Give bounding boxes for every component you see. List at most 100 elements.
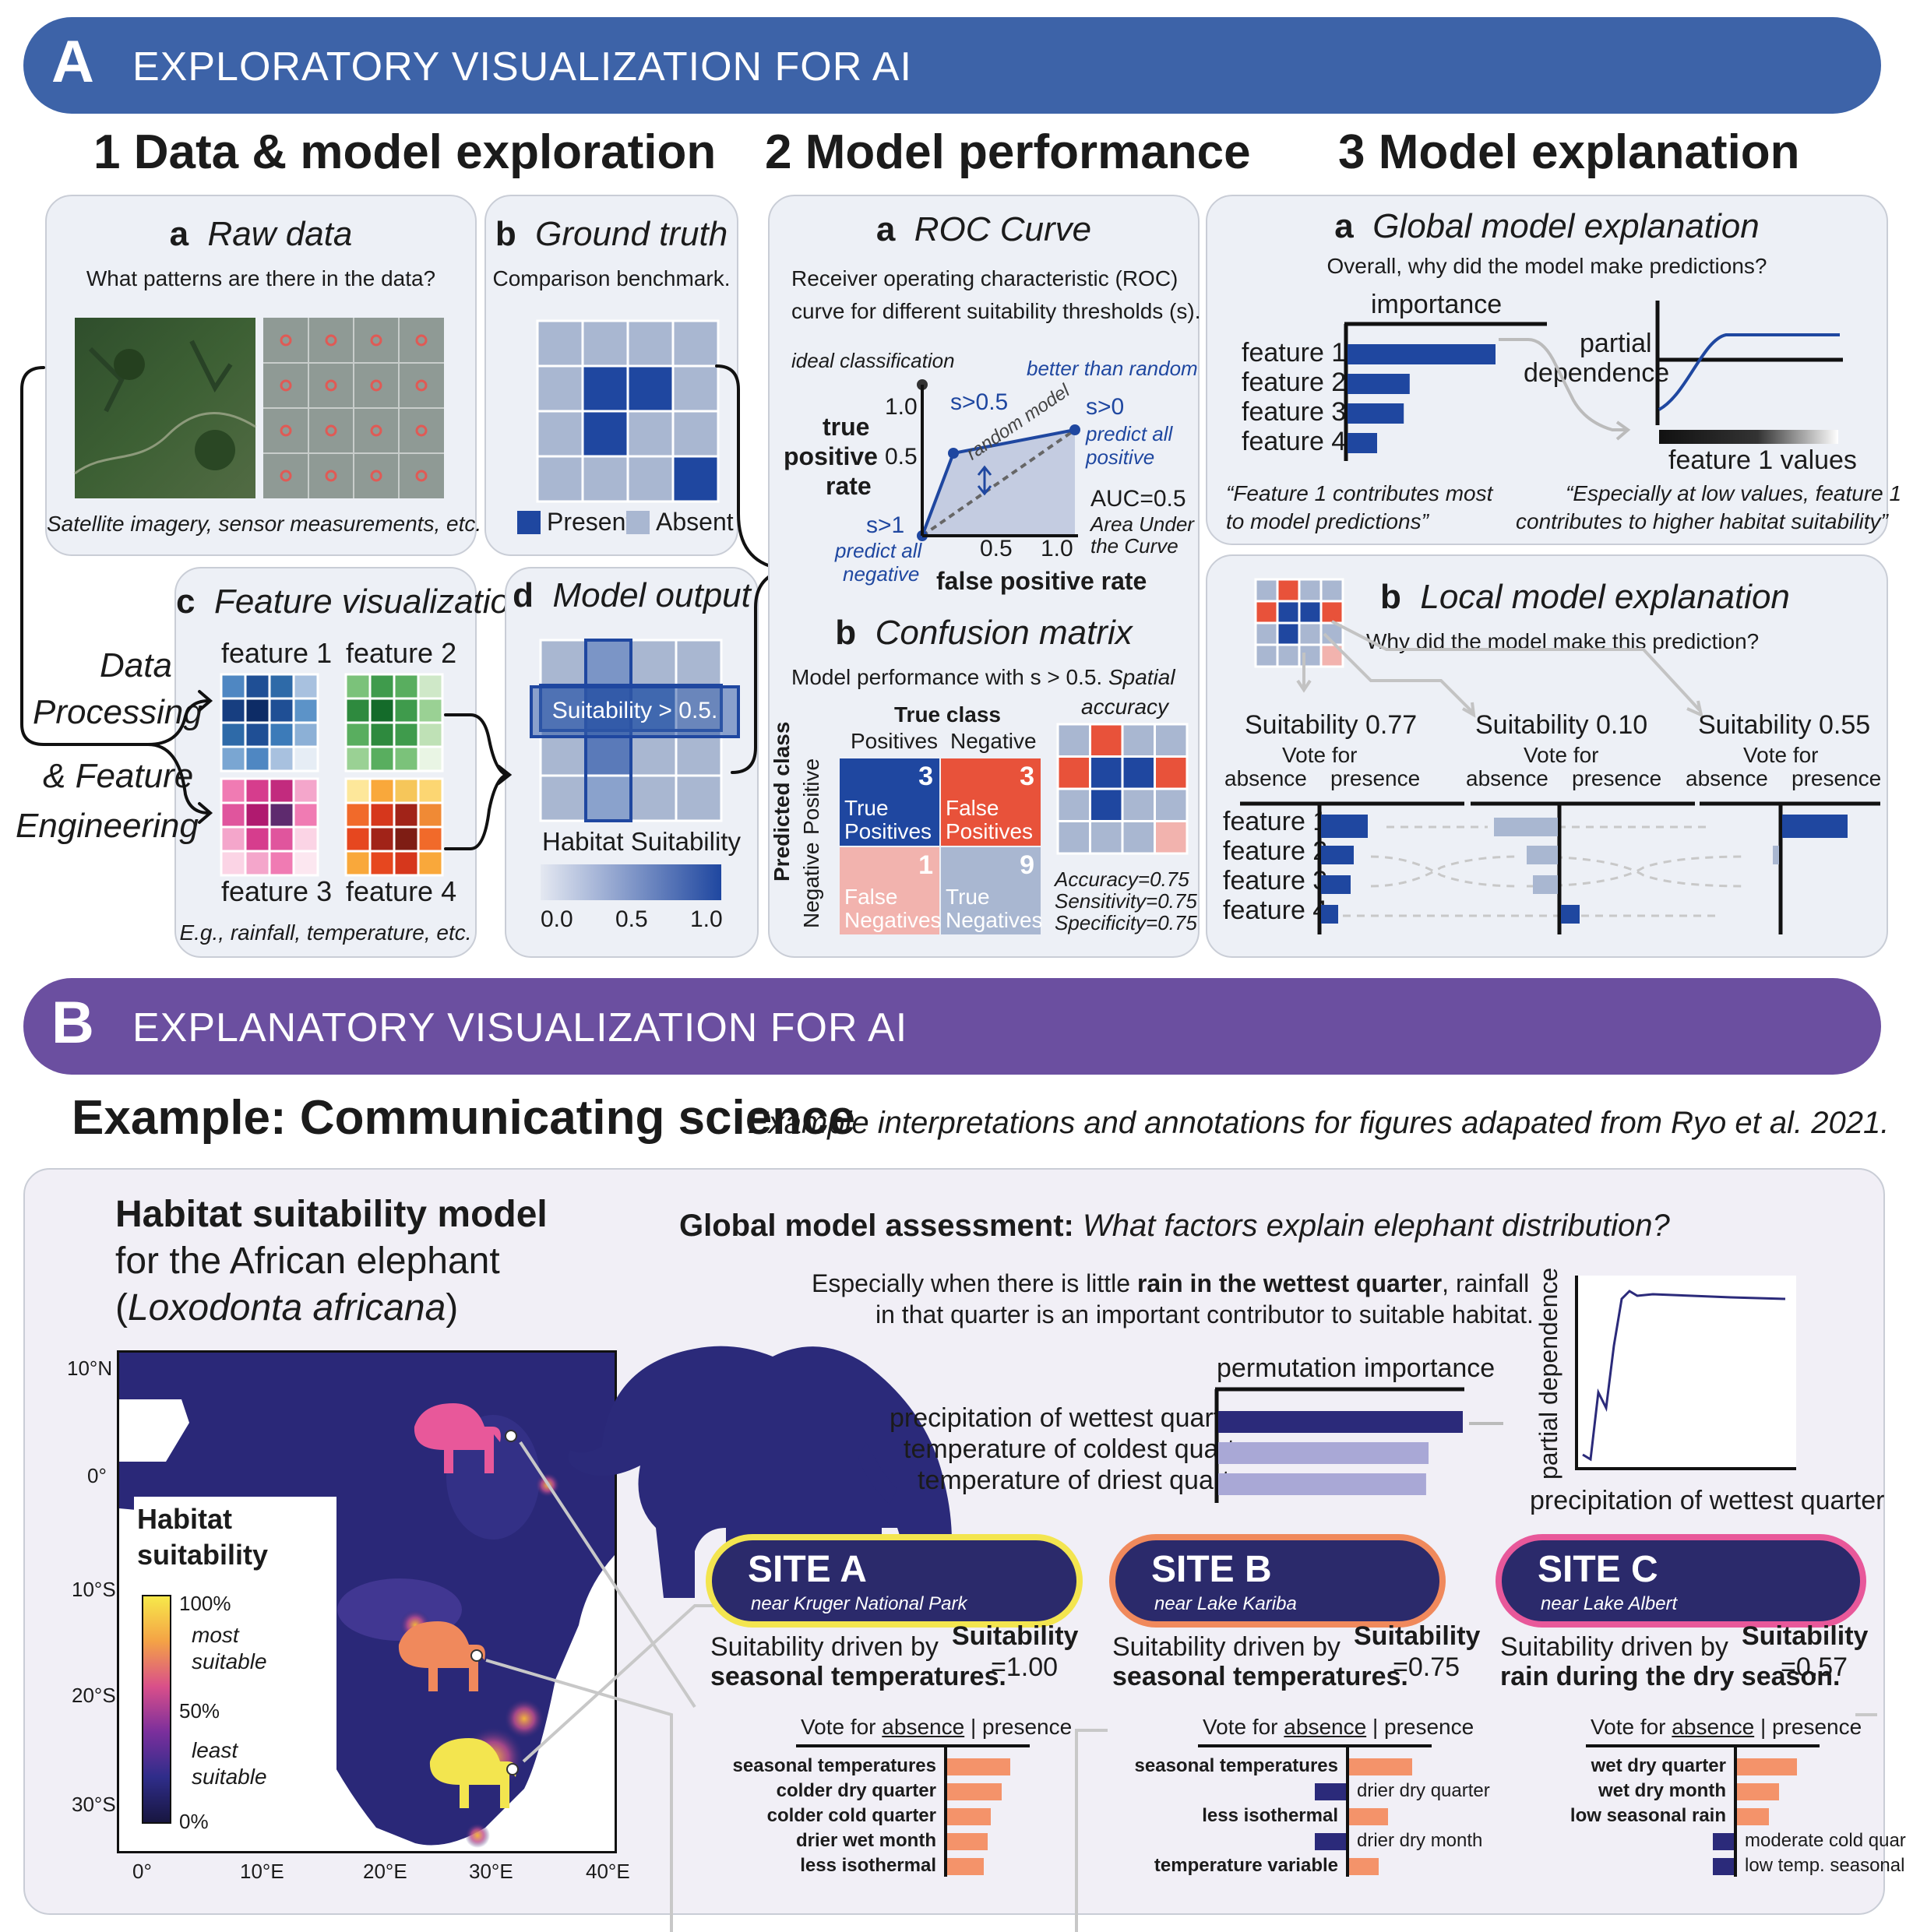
- grid-cell: [1056, 755, 1091, 790]
- legend-present: Present: [517, 508, 632, 537]
- grid-cell: [581, 319, 629, 368]
- grid-cell: [292, 825, 319, 853]
- vote-for-text: Vote for: [801, 1715, 883, 1739]
- raw-data-card: a Raw data What patterns are there in th…: [45, 195, 481, 556]
- global-quote-2b: contributes to higher habitat suitabilit…: [1516, 509, 1888, 533]
- vote-for-label: Vote for: [1282, 743, 1358, 767]
- global-title: a Global model explanation: [1334, 207, 1760, 245]
- grid-cell: [1319, 600, 1344, 625]
- grid-cell: [292, 697, 319, 724]
- grid-cell: [244, 777, 271, 804]
- true-class-positives: Positives: [851, 729, 939, 753]
- vote-bar: [1713, 1858, 1734, 1875]
- grid-cell: [1121, 723, 1156, 758]
- grid-cell: [1254, 621, 1279, 646]
- grid-cell: [292, 801, 319, 829]
- feature-caption: E.g., rainfall, temperature, etc.: [179, 920, 472, 945]
- feature-visualization-card: c Feature visualization feature 1 featur…: [174, 567, 528, 958]
- vote-axis: [944, 1744, 947, 1877]
- habitat-suitability-legend-title: Habitat Suitability: [542, 827, 741, 856]
- legend-tick-05: 0.5: [615, 906, 648, 932]
- section-letter: A: [51, 29, 94, 95]
- vote-bar: [1314, 1783, 1346, 1800]
- feature-2-heatmap: [344, 673, 444, 772]
- roc-s05: s>0.5: [950, 389, 1009, 415]
- local-suitability-2: Suitability 0.10: [1475, 710, 1648, 740]
- global-feature-4: feature 4: [1242, 427, 1347, 456]
- vote-bar: [947, 1758, 1010, 1775]
- permutation-bar: [1218, 1411, 1463, 1433]
- grid-cell: [671, 364, 720, 413]
- local-feature-3: feature 3: [1223, 866, 1328, 896]
- site-b-near: near Lake Kariba: [1154, 1593, 1297, 1614]
- vote-bar-label: drier dry quarter: [1357, 1780, 1490, 1801]
- vote-bar: [947, 1808, 991, 1825]
- ground-truth-grid: [536, 319, 720, 503]
- site-b-name: SITE B: [1151, 1549, 1272, 1590]
- grid-cell: [1056, 723, 1091, 758]
- global-importance-chart: [1344, 322, 1547, 461]
- local-suitability-1: Suitability 0.77: [1245, 710, 1418, 740]
- vote-bar: [1713, 1833, 1734, 1850]
- local-connectors: [1296, 620, 1703, 718]
- local-feature-1: feature 1: [1223, 807, 1328, 836]
- lon-0: 0°: [132, 1860, 152, 1883]
- legend-tick-0: 0.0: [541, 906, 573, 932]
- grid-cell: [1276, 643, 1301, 668]
- grid-cell: [368, 697, 396, 724]
- roc-plot: [917, 379, 1080, 541]
- roc-better-label: better than random: [1027, 357, 1198, 380]
- vote-bar-label: low seasonal rain: [1570, 1805, 1726, 1826]
- grid-cell: [292, 745, 319, 772]
- assessment-feature-1: precipitation of wettest quarter: [890, 1403, 1245, 1433]
- vote-presence: presence: [1772, 1715, 1862, 1739]
- global-pd-chart: [1655, 301, 1843, 444]
- grid-cell: [1254, 578, 1279, 603]
- processing-label-3: & Feature: [43, 757, 194, 795]
- grid-cell: [244, 745, 271, 772]
- feature-3-heatmap: [220, 777, 319, 877]
- assessment-pd-chart: [1575, 1276, 1796, 1470]
- grid-cell: [393, 745, 420, 772]
- vote-bar-label: seasonal temperatures: [1134, 1755, 1338, 1776]
- roc-s1-desc1: predict all: [835, 539, 922, 562]
- grid-cell: [675, 774, 723, 822]
- roc-ylabel-2: positive: [784, 442, 878, 470]
- grid-cell: [268, 745, 295, 772]
- roc-auc-desc2: the Curve: [1090, 534, 1178, 558]
- true-class-label: True class: [894, 702, 1001, 727]
- roc-xlabel: false positive rate: [936, 567, 1147, 595]
- grid-cell: [344, 850, 372, 877]
- suitability-threshold-box: Suitability > 0.5.: [530, 685, 740, 738]
- vote-for-text: Vote for: [1203, 1715, 1284, 1739]
- grid-cell: [1154, 820, 1189, 855]
- map-legend-title-2: suitability: [137, 1539, 269, 1571]
- lon-40e: 40°E: [586, 1860, 630, 1883]
- pd-xlabel: feature 1 values: [1668, 445, 1857, 475]
- example-note: Example interpretations and annotations …: [748, 1106, 1890, 1140]
- grid-cell: [292, 850, 319, 877]
- feature-3-label: feature 3: [221, 875, 333, 907]
- vote-axis: [1198, 1744, 1432, 1747]
- grid-cell: [1254, 643, 1279, 668]
- vote-bar: [1349, 1808, 1388, 1825]
- vote-bar-label: less isothermal: [800, 1855, 936, 1876]
- column-title-2: 2 Model performance: [765, 125, 1251, 179]
- roc-ytick-05: 0.5: [885, 444, 918, 470]
- vote-absence: absence: [1672, 1715, 1755, 1739]
- lon-30e: 30°E: [469, 1860, 513, 1883]
- site-driven-line-2: rain during the dry season.: [1500, 1662, 1841, 1691]
- roc-desc-2: curve for different suitability threshol…: [791, 299, 1201, 323]
- roc-s0: s>0: [1086, 394, 1125, 420]
- habitat-title-1: Habitat suitability model: [115, 1194, 548, 1235]
- legend-least-1: least: [192, 1738, 238, 1762]
- grid-cell: [244, 697, 271, 724]
- vote-bar-label: moderate cold quarter: [1745, 1830, 1906, 1851]
- site-a-near: near Kruger National Park: [751, 1593, 967, 1614]
- habitat-title-2: for the African elephant: [115, 1240, 500, 1282]
- global-explanation-card: a Global model explanation Overall, why …: [1206, 195, 1901, 545]
- vote-axis: [1346, 1744, 1349, 1877]
- grid-cell: [393, 825, 420, 853]
- vote-presence: presence: [982, 1715, 1073, 1739]
- roc-title: a ROC Curve: [875, 210, 1092, 248]
